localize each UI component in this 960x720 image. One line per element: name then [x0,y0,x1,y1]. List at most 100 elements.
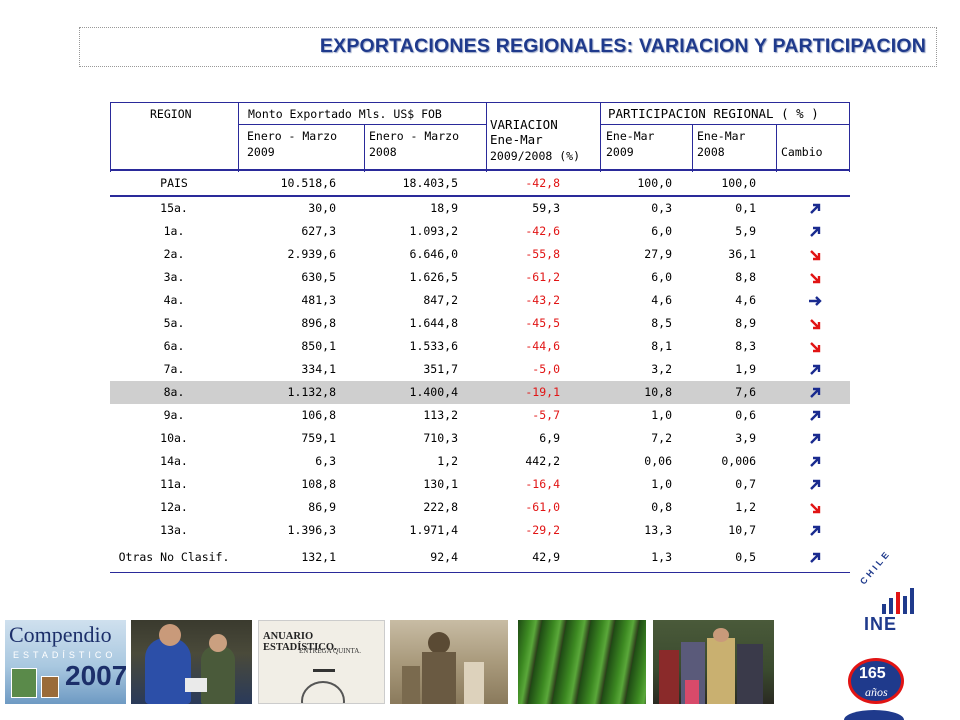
cell-monto-2008: 1,2 [437,454,458,468]
table-row: 3a. 630,5 1.626,5 -61,2 6,0 8,8 [110,266,850,289]
cell-monto-2008: 1.626,5 [409,270,458,284]
photo-historic-family [390,620,508,704]
cell-region: 15a. [160,201,188,215]
arrow-up-right-icon [800,404,830,427]
cell-monto-2009: 896,8 [301,316,336,330]
cell-cambio [800,172,830,195]
cell-part-2009: 0,8 [651,500,672,514]
anniversary-anos: años [865,685,888,699]
cell-part-2008: 5,9 [735,224,756,238]
cell-part-2008: 1,2 [735,500,756,514]
header-year-2009: 2009 [247,145,275,159]
cell-region: 14a. [160,454,188,468]
cell-region: 11a. [160,477,188,491]
cell-monto-2008: 130,1 [423,477,458,491]
cell-part-2009: 0,3 [651,201,672,215]
header-region: REGION [150,107,192,121]
cell-monto-2009: 86,9 [308,500,336,514]
cell-monto-2008: 847,2 [423,293,458,307]
anniversary-years: 165 [859,665,886,682]
arrow-down-right-icon [800,335,830,358]
cell-variacion: -42,8 [525,176,560,190]
header-part-enemar-2009: Ene-Mar [606,129,655,143]
cell-variacion: -61,2 [525,270,560,284]
arrow-up-right-icon [800,358,830,381]
header-part-enemar-2008: Ene-Mar [697,129,746,143]
cell-variacion: -5,0 [532,362,560,376]
cell-monto-2008: 710,3 [423,431,458,445]
cell-variacion: -61,0 [525,500,560,514]
cell-variacion: -16,4 [525,477,560,491]
table-body: PAIS 10.518,6 18.403,5 -42,8 100,0 100,0 15a. 3… [110,172,850,573]
table-row: 7a. 334,1 351,7 -5,0 3,2 1,9 [110,358,850,381]
cell-part-2009: 13,3 [644,523,672,537]
cell-monto-2009: 10.518,6 [280,176,336,190]
cell-variacion: -44,6 [525,339,560,353]
cell-part-2008: 1,9 [735,362,756,376]
cell-variacion: -43,2 [525,293,560,307]
cell-part-2008: 8,3 [735,339,756,353]
cell-region: 2a. [163,247,185,261]
cell-variacion: -29,2 [525,523,560,537]
anuario-cover-image: ANUARIO ESTADÍSTICO. ENTREGA QUINTA. [258,620,385,704]
ine-logo: CHILE INE 165 años [836,548,946,720]
header-variacion: VARIACION [490,117,558,132]
ine-globe-graphic [844,710,904,720]
cell-monto-2008: 92,4 [430,550,458,564]
arrow-down-right-icon [800,496,830,519]
cell-variacion: -55,8 [525,247,560,261]
pais-separator [110,195,850,197]
table-row: 14a. 6,3 1,2 442,2 0,06 0,006 [110,450,850,473]
cell-monto-2009: 1.132,8 [287,385,336,399]
cell-part-2009: 1,0 [651,408,672,422]
photo-family-group [653,620,774,704]
table-row: 11a. 108,8 130,1 -16,4 1,0 0,7 [110,473,850,496]
cell-region: 12a. [160,500,188,514]
cell-part-2009: 4,6 [651,293,672,307]
cell-monto-2008: 222,8 [423,500,458,514]
cell-variacion: 42,9 [532,550,560,564]
header-monto: Monto Exportado Mls. US$ FOB [248,107,442,121]
cell-monto-2009: 334,1 [301,362,336,376]
cell-part-2008: 100,0 [721,176,756,190]
cell-monto-2008: 113,2 [423,408,458,422]
cell-part-2009: 6,0 [651,270,672,284]
cell-variacion: 59,3 [532,201,560,215]
anniversary-badge: 165 años [848,658,904,704]
cell-part-2008: 0,7 [735,477,756,491]
cell-region: Otras No Clasif. [118,550,230,564]
compendio-title: Compendio [9,622,112,647]
cell-monto-2008: 18,9 [430,201,458,215]
arrow-up-right-icon [800,381,830,404]
cell-part-2008: 3,9 [735,431,756,445]
cell-monto-2008: 1.093,2 [409,224,458,238]
cell-part-2008: 10,7 [728,523,756,537]
table-row: 2a. 2.939,6 6.646,0 -55,8 27,9 36,1 [110,243,850,266]
ine-name: INE [864,614,898,634]
header-enero-2009: Enero - Marzo [247,129,338,143]
cell-region: 4a. [163,293,185,307]
header-cambio: Cambio [781,145,823,159]
cell-variacion: -5,7 [532,408,560,422]
cell-part-2009: 1,3 [651,550,672,564]
header-part-year-2009: 2009 [606,145,634,159]
table-bottom-rule [110,572,850,573]
photo-surveyors [131,620,252,704]
table-header: REGION Monto Exportado Mls. US$ FOB Ener… [110,102,850,172]
anuario-title: ANUARIO ESTADÍSTICO. [263,631,337,653]
arrow-up-right-icon [800,519,830,542]
cell-part-2009: 100,0 [637,176,672,190]
arrow-up-right-icon [800,220,830,243]
header-enero-2008: Enero - Marzo [369,129,460,143]
title-banner: EXPORTACIONES REGIONALES: VARIACION Y PA… [79,27,937,67]
cell-monto-2009: 30,0 [308,201,336,215]
cell-variacion: 6,9 [539,431,560,445]
arrow-up-right-icon [800,427,830,450]
table-row: 15a. 30,0 18,9 59,3 0,3 0,1 [110,197,850,220]
photo-crop-field [518,620,646,704]
cell-part-2008: 0,1 [735,201,756,215]
cell-variacion: 442,2 [525,454,560,468]
cell-monto-2009: 630,5 [301,270,336,284]
cell-monto-2009: 759,1 [301,431,336,445]
arrow-up-right-icon [800,450,830,473]
